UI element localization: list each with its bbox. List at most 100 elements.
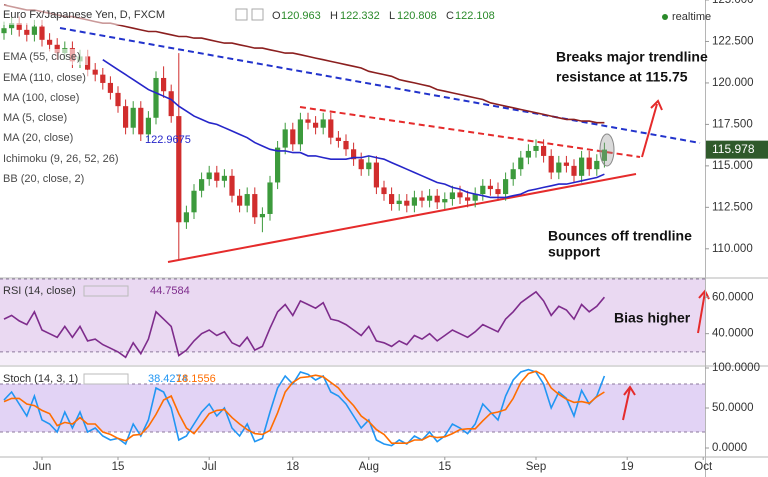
x-tick-label: Jul (202, 461, 217, 473)
candle-body (47, 39, 53, 45)
ohlc-value: 120.808 (397, 10, 437, 22)
status: realtime (672, 11, 711, 23)
y-tick-label: 40.0000 (712, 328, 754, 340)
header-bg (0, 5, 232, 25)
candle-body (1, 28, 7, 34)
candle-body (358, 159, 364, 170)
candle-body (495, 189, 501, 195)
candle-body (24, 29, 30, 35)
candle-body (510, 169, 516, 180)
candle-body (31, 26, 37, 35)
candle-body (100, 74, 106, 83)
y-tick-label: 120.000 (712, 77, 754, 89)
annotation: support (548, 244, 600, 260)
candle-body (434, 195, 440, 203)
legend-bg (0, 130, 88, 146)
indicator-line (3, 290, 606, 359)
arrow-head (650, 99, 663, 111)
candle-body (16, 23, 22, 30)
indicator-line (3, 370, 605, 444)
candle-body (92, 69, 98, 75)
indicator-label: EMA (110, close) (3, 72, 86, 84)
highlight-circle (599, 133, 615, 167)
candle-body (107, 82, 113, 93)
candle-body (161, 77, 167, 92)
x-tick-label: Aug (359, 461, 379, 473)
candle-body (9, 23, 15, 29)
indicator-label: EMA (55, close) (3, 51, 81, 63)
candle-body (541, 145, 547, 156)
icon (251, 8, 264, 21)
candle-body (419, 197, 425, 201)
data-layer (1, 4, 607, 447)
rsi-title: RSI (14, close) (3, 285, 76, 297)
candle-body (487, 185, 493, 190)
y-tick-label: 115.000 (712, 160, 753, 172)
candle-body (305, 119, 311, 123)
price-panel (0, 0, 705, 277)
candle-body (480, 185, 486, 195)
candle-body (313, 122, 319, 128)
candle-body (396, 200, 402, 205)
y-tick-label: 112.500 (712, 201, 753, 213)
ohlc-key: O (272, 10, 281, 22)
candle-body (252, 194, 258, 218)
rsi-arrow (697, 291, 706, 334)
candle-body (320, 119, 326, 128)
band (0, 279, 705, 352)
candle-body (290, 129, 296, 145)
legend-bg (0, 90, 88, 106)
short-trendline (299, 106, 641, 158)
ohlc-key: C (446, 10, 454, 22)
indicator-label: MA (100, close) (3, 92, 79, 104)
ohlc-value: 122.332 (340, 10, 380, 22)
arrow-up (641, 103, 658, 158)
candle-body (191, 190, 197, 213)
x-tick-label: 15 (438, 461, 451, 473)
moving-average-line (102, 59, 605, 199)
candle-body (275, 147, 281, 183)
candle-body (427, 195, 433, 201)
y-tick-label: 50.0000 (712, 402, 754, 414)
candle-body (351, 149, 357, 160)
candle-body (472, 194, 478, 201)
chart-title: Euro Fx/Japanese Yen, D, FXCM (3, 9, 165, 21)
x-tick-label: 19 (621, 461, 634, 473)
indicator-label: MA (20, close) (3, 132, 73, 144)
candle-body (328, 119, 334, 138)
rsi-value: 44.7584 (150, 285, 190, 297)
candle-body (518, 157, 524, 170)
candle-body (503, 179, 509, 195)
legend-bg (0, 70, 88, 86)
candle-body (267, 182, 273, 214)
y-tick-label: 122.500 (712, 35, 754, 47)
legend-bg (0, 151, 110, 167)
candle-body (548, 155, 554, 173)
stoch-arrow-head (623, 385, 636, 396)
band (0, 384, 705, 432)
last-price-box (706, 140, 768, 159)
candle-body (594, 160, 600, 170)
candle-body (168, 91, 174, 117)
candle-body (282, 129, 288, 148)
candle-body (54, 44, 60, 54)
icons (83, 373, 129, 385)
ohlc-key: H (330, 10, 338, 22)
indicator-legend: EMA (55, close) EMA (110, close) MA (100… (0, 49, 191, 187)
candle-body (199, 179, 205, 191)
y-tick-label: 0.0000 (712, 442, 747, 454)
candle-body (366, 162, 372, 170)
candle-body (404, 200, 410, 206)
candle-body (533, 145, 539, 151)
annotation: Breaks major trendline (556, 49, 708, 65)
icons (83, 285, 129, 297)
y-tick-label: 110.000 (712, 243, 753, 255)
x-tick-label: Jun (33, 461, 52, 473)
candle-body (39, 26, 45, 40)
indicator-value: 122.9675 (145, 134, 191, 146)
candle-body (145, 117, 151, 135)
candle-body (601, 149, 607, 161)
ohlc-key: L (389, 10, 395, 22)
legend-bg (0, 171, 88, 187)
